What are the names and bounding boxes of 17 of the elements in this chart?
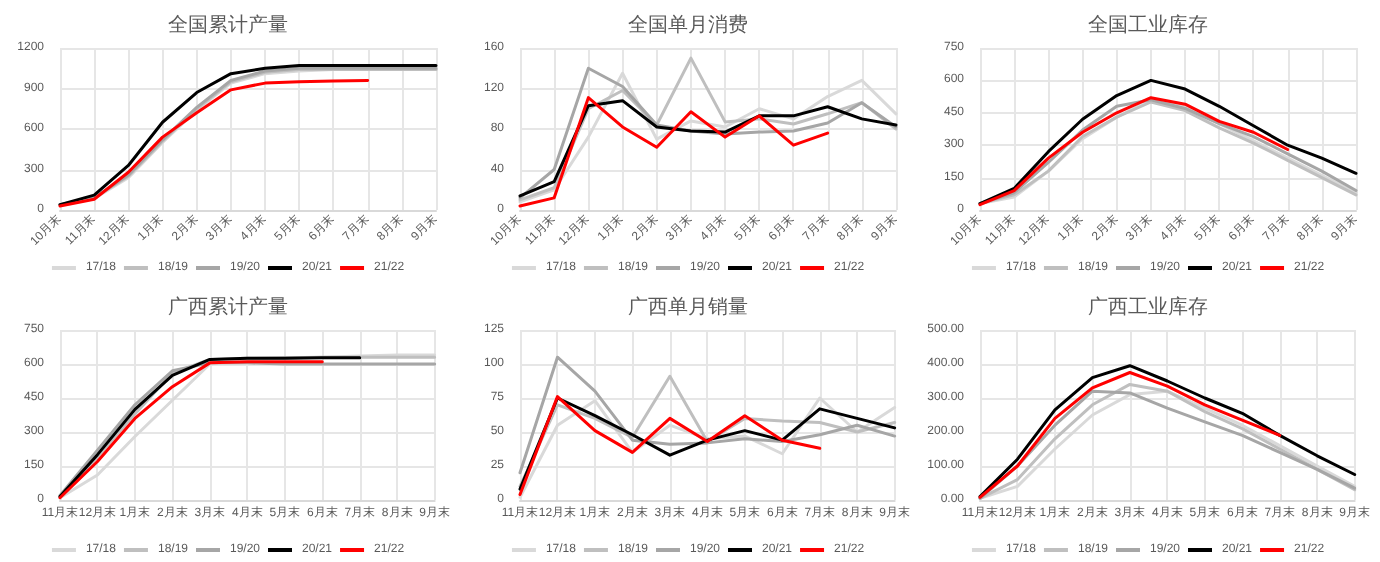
line-series — [518, 395, 822, 497]
line-series — [518, 96, 830, 208]
line-series — [58, 356, 362, 499]
chart-title: 广西累计产量 — [168, 295, 288, 319]
line-series — [978, 96, 1290, 207]
line-series — [58, 360, 324, 500]
line-series — [978, 78, 1358, 206]
chart-title: 全国工业库存 — [1088, 13, 1208, 37]
line-series — [518, 99, 898, 198]
line-series — [58, 78, 370, 208]
chart-title: 广西单月销量 — [628, 295, 748, 319]
line-series — [978, 371, 1282, 499]
chart-title: 全国单月消费 — [628, 13, 748, 37]
chart-title: 全国累计产量 — [168, 13, 288, 37]
line-series — [518, 374, 897, 488]
chart-title: 广西工业库存 — [1088, 295, 1208, 319]
line-series — [518, 355, 897, 475]
